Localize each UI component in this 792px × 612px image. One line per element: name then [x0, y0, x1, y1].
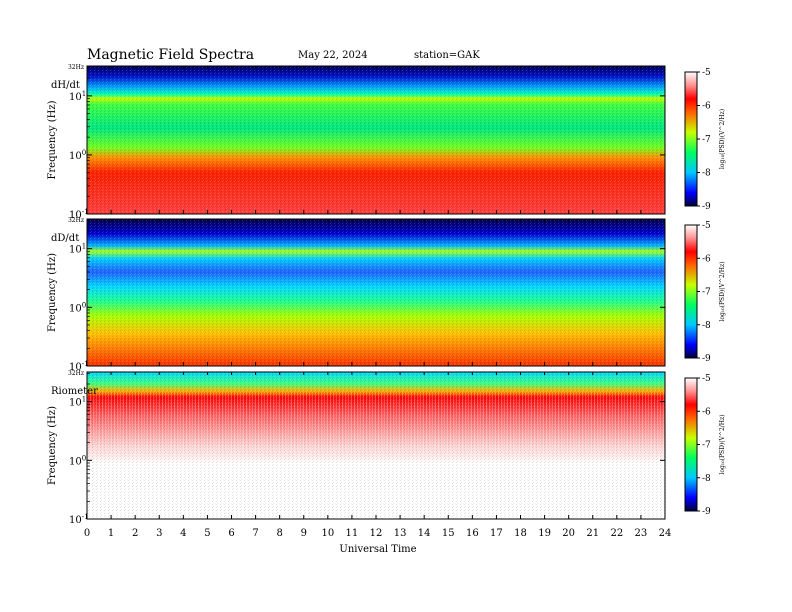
x-tick-label: 11	[346, 528, 359, 539]
y-tick-label: 10-1	[69, 360, 89, 373]
panel-2: 32Hz dD/dt 10-1 100 101 Frequency (Hz) -5 -6 -7 -…	[47, 217, 726, 373]
panels-group: 32Hz dH/dt 10-1 100 101 Frequency (Hz) -5 -6 -7 -…	[47, 64, 726, 526]
x-tick-label: 14	[418, 528, 431, 539]
x-tick-label: 20	[562, 528, 575, 539]
x-tick-label: 3	[156, 528, 162, 539]
spectrogram-texture-1	[87, 66, 665, 214]
x-tick-label: 15	[442, 528, 455, 539]
colorbar-1	[684, 71, 698, 207]
y-tick-label: 10-1	[69, 513, 89, 526]
colorbar-tick-label: -9	[702, 202, 711, 212]
colorbar-tick-label: -9	[702, 354, 711, 364]
x-tick-label: 7	[252, 528, 258, 539]
figure-date: May 22, 2024	[298, 50, 368, 61]
colorbar-tick-label: -5	[702, 221, 711, 231]
y-axis-label-3: Frequency (Hz)	[47, 406, 58, 485]
x-tick-label: 2	[132, 528, 138, 539]
colorbar-label-1: log₁₀(PSD)(V^2/Hz)	[719, 109, 726, 169]
colorbar-tick-label: -7	[702, 135, 711, 145]
x-tick-label: 8	[276, 528, 282, 539]
y-tick-label: 100	[69, 301, 86, 314]
x-tick-label: 4	[180, 528, 186, 539]
colorbar-tick-label: -9	[702, 507, 711, 517]
colorbar-tick-label: -8	[702, 474, 711, 484]
panel-label-2: dD/dt	[51, 233, 79, 244]
colorbar-tick-label: -6	[702, 407, 711, 417]
x-tick-label: 23	[635, 528, 648, 539]
panel-top-label-3: 32Hz	[68, 370, 84, 377]
panel-top-label-2: 32Hz	[68, 217, 84, 224]
x-tick-label: 12	[370, 528, 383, 539]
colorbar-tick-label: -8	[702, 321, 711, 331]
x-tick-label: 21	[586, 528, 599, 539]
colorbar-3	[684, 377, 698, 512]
x-tick-label: 1	[108, 528, 114, 539]
spectrogram-texture-2	[87, 219, 665, 366]
x-tick-label: 13	[394, 528, 407, 539]
y-tick-label: 101	[69, 396, 86, 409]
panel-1: 32Hz dH/dt 10-1 100 101 Frequency (Hz) -5 -6 -7 -…	[47, 64, 726, 221]
x-tick-label: 16	[466, 528, 479, 539]
y-tick-label: 100	[69, 454, 86, 467]
colorbar-tick-label: -6	[702, 102, 711, 112]
x-tick-label: 0	[84, 528, 90, 539]
x-tick-label: 5	[204, 528, 210, 539]
x-tick-label: 24	[659, 528, 672, 539]
x-tick-label: 19	[538, 528, 551, 539]
panel-3: 32Hz Riometer 10-1 100 101 Frequency (Hz) -5 -6…	[47, 370, 726, 526]
panel-label-1: dH/dt	[51, 80, 80, 91]
colorbar-tick-label: -7	[702, 288, 711, 298]
x-tick-label: 6	[228, 528, 234, 539]
panel-label-3: Riometer	[51, 386, 98, 397]
colorbar-tick-label: -5	[702, 68, 711, 78]
figure-title: Magnetic Field Spectra	[87, 47, 254, 63]
x-tick-label: 22	[610, 528, 623, 539]
colorbar-tick-label: -6	[702, 254, 711, 264]
y-tick-label: 10-1	[69, 208, 89, 221]
x-tick-label: 18	[514, 528, 527, 539]
y-axis-label-1: Frequency (Hz)	[47, 100, 58, 179]
station-label: station=GAK	[414, 50, 480, 61]
x-tick-label: 10	[321, 528, 334, 539]
colorbar-tick-label: -5	[702, 374, 711, 384]
colorbar-tick-label: -8	[702, 169, 711, 179]
colorbar-label-3: log₁₀(PSD)(V^2/Hz)	[719, 414, 726, 474]
y-tick-label: 101	[69, 90, 86, 103]
x-tick-label: 17	[490, 528, 503, 539]
riometer-stripes	[87, 392, 665, 452]
x-axis-label: Universal Time	[339, 544, 416, 555]
colorbar-2	[684, 224, 698, 359]
x-tick-label: 9	[301, 528, 307, 539]
time-axis: 0 1 2 3 4 5 6 7 8 9 10 11 12 13 14 15 16 17 18 19 20 21 22 23 24	[84, 66, 672, 539]
colorbar-tick-label: -7	[702, 441, 711, 451]
panel-top-label-1: 32Hz	[68, 64, 84, 71]
y-tick-label: 101	[69, 243, 86, 256]
y-axis-label-2: Frequency (Hz)	[47, 253, 58, 332]
colorbar-label-2: log₁₀(PSD)(V^2/Hz)	[719, 261, 726, 321]
y-tick-label: 100	[69, 149, 86, 162]
